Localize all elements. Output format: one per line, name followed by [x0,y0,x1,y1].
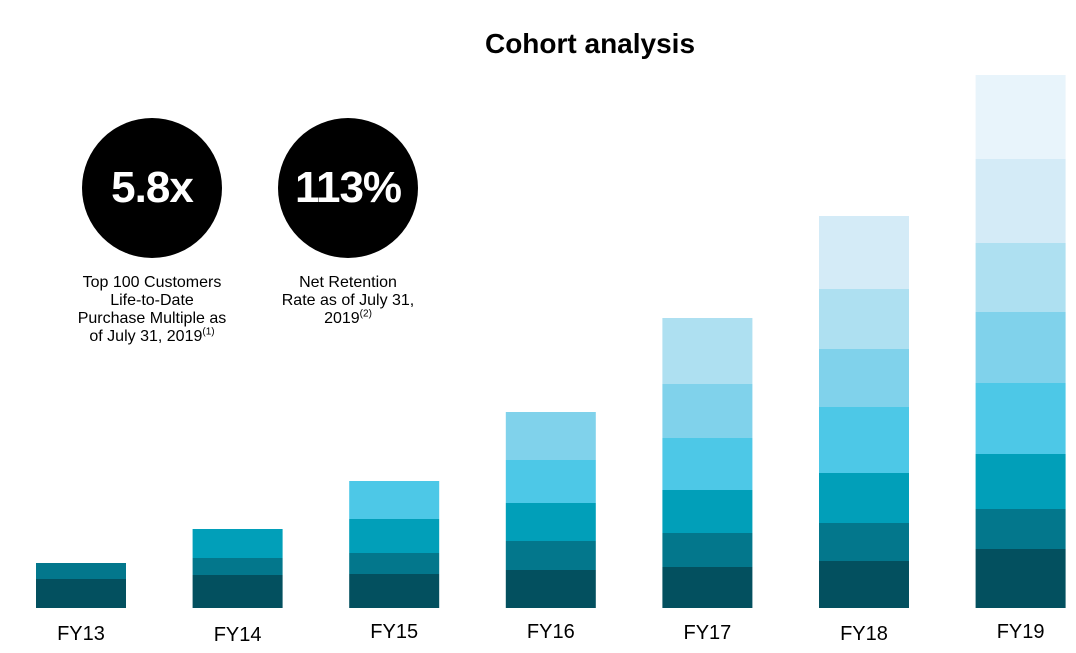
x-tick-label: FY14 [214,624,262,646]
bar-segment-fy16-cohort-5 [505,412,596,460]
kpi-purchase-multiple-value: 5.8x [111,163,194,212]
footnote-marker: (1) [202,326,215,338]
bar-segment-fy13-cohort-2 [36,563,126,579]
bar-segment-fy14-cohort-2 [192,558,283,575]
bar-segment-fy19-cohort-1 [975,549,1066,608]
bar-segment-fy19-cohort-3 [975,454,1066,509]
bar-segment-fy17-cohort-3 [662,490,753,533]
bar-segment-fy15-cohort-4 [349,481,440,519]
chart-title: Cohort analysis [484,28,696,59]
bar-segment-fy15-cohort-3 [349,519,440,553]
x-tick-label: FY19 [997,621,1045,643]
bar-segment-fy17-cohort-6 [662,318,753,384]
kpi-caption-line: Rate as of July 31, [281,292,415,309]
bar-segment-fy19-cohort-6 [975,243,1066,312]
bar-segment-fy16-cohort-1 [505,570,596,608]
bar-segment-fy18-cohort-4 [819,407,909,473]
kpi-caption-line: 2019(2) [248,308,448,328]
bar-segment-fy19-cohort-8 [975,75,1066,159]
footnote-marker: (2) [359,308,372,320]
kpi-caption-line: of July 31, 2019(1) [52,326,252,346]
kpi-net-retention-circle: 113% [278,118,418,258]
kpi-caption-line: Purchase Multiple as [77,310,227,327]
kpi-caption-line: Net Retention [299,274,397,291]
bar-segment-fy14-cohort-1 [192,575,283,608]
kpi-purchase-multiple-circle: 5.8x [82,118,222,258]
x-tick-label: FY18 [840,623,888,645]
bar-segment-fy16-cohort-4 [505,460,596,503]
bar-segment-fy16-cohort-3 [505,503,596,541]
x-tick-label: FY15 [370,621,418,643]
kpi-purchase-multiple-caption: Top 100 Customers Life-to-Date Purchase … [52,274,252,346]
x-tick-label: FY16 [527,621,575,643]
bar-segment-fy17-cohort-4 [662,438,753,490]
kpi-net-retention-caption: Net Retention Rate as of July 31, 2019(2… [248,274,448,328]
x-tick-label: FY17 [683,622,731,644]
bar-segment-fy18-cohort-7 [819,216,909,289]
bar-segment-fy13-cohort-1 [36,579,126,608]
bar-segment-fy18-cohort-3 [819,473,909,523]
bar-segment-fy19-cohort-7 [975,159,1066,243]
x-tick-label: FY13 [57,623,105,645]
bar-segment-fy18-cohort-6 [819,289,909,349]
bar-segment-fy18-cohort-5 [819,349,909,407]
bar-segment-fy18-cohort-2 [819,523,909,561]
kpi-caption-text: of July 31, 2019 [89,328,203,345]
bar-segment-fy14-cohort-3 [192,529,283,558]
bar-segment-fy18-cohort-1 [819,561,909,608]
kpi-caption-text: 2019 [324,310,360,327]
bar-segment-fy17-cohort-5 [662,384,753,438]
bar-segment-fy19-cohort-4 [975,383,1066,454]
bar-segment-fy19-cohort-5 [975,312,1066,383]
kpi-caption-line: Life-to-Date [110,292,194,309]
bar-segment-fy15-cohort-1 [349,574,440,608]
kpi-net-retention-value: 113% [294,163,402,212]
bar-segment-fy15-cohort-2 [349,553,440,574]
bar-segment-fy16-cohort-2 [505,541,596,570]
bar-segment-fy17-cohort-1 [662,567,753,608]
bar-segment-fy19-cohort-2 [975,509,1066,549]
kpi-caption-line: Top 100 Customers [82,274,222,291]
bar-segment-fy17-cohort-2 [662,533,753,567]
